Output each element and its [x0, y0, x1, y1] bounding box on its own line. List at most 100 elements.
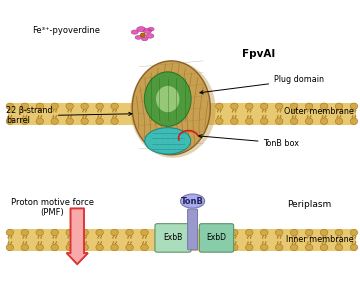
Ellipse shape [81, 244, 89, 251]
Ellipse shape [146, 34, 154, 38]
Ellipse shape [51, 118, 58, 124]
Ellipse shape [305, 244, 313, 251]
Ellipse shape [291, 118, 298, 124]
Ellipse shape [216, 118, 223, 124]
Ellipse shape [350, 118, 358, 124]
Ellipse shape [36, 229, 44, 236]
Ellipse shape [180, 194, 204, 208]
Ellipse shape [275, 103, 283, 109]
Ellipse shape [36, 103, 44, 109]
Ellipse shape [143, 29, 152, 33]
Ellipse shape [130, 61, 216, 158]
Ellipse shape [126, 229, 133, 236]
Ellipse shape [21, 103, 28, 109]
Ellipse shape [66, 103, 73, 109]
Ellipse shape [21, 229, 28, 236]
Ellipse shape [350, 103, 358, 109]
Ellipse shape [36, 118, 44, 124]
Ellipse shape [6, 244, 14, 251]
Ellipse shape [335, 244, 343, 251]
Ellipse shape [137, 27, 145, 32]
Ellipse shape [126, 244, 133, 251]
Ellipse shape [96, 118, 103, 124]
Bar [8, 103, 356, 125]
Ellipse shape [66, 244, 73, 251]
Ellipse shape [275, 244, 283, 251]
Ellipse shape [81, 118, 89, 124]
Text: ExbD: ExbD [207, 233, 226, 242]
Ellipse shape [51, 103, 58, 109]
Ellipse shape [261, 229, 268, 236]
Ellipse shape [51, 244, 58, 251]
Ellipse shape [111, 229, 118, 236]
Ellipse shape [261, 103, 268, 109]
Ellipse shape [350, 229, 358, 236]
Ellipse shape [156, 86, 179, 112]
Ellipse shape [320, 103, 328, 109]
Bar [8, 229, 356, 251]
Ellipse shape [36, 244, 44, 251]
Ellipse shape [320, 244, 328, 251]
Ellipse shape [141, 244, 148, 251]
Ellipse shape [81, 229, 89, 236]
Ellipse shape [66, 118, 73, 124]
Ellipse shape [291, 244, 298, 251]
Ellipse shape [261, 244, 268, 251]
Text: Periplasm: Periplasm [287, 200, 331, 209]
Ellipse shape [230, 103, 238, 109]
Ellipse shape [246, 229, 253, 236]
Ellipse shape [246, 244, 253, 251]
Text: Outer membrane: Outer membrane [284, 107, 354, 116]
Ellipse shape [305, 103, 313, 109]
Ellipse shape [291, 103, 298, 109]
Ellipse shape [135, 35, 141, 39]
Text: TonB: TonB [181, 196, 204, 206]
Ellipse shape [21, 118, 28, 124]
Ellipse shape [66, 229, 73, 236]
Ellipse shape [230, 244, 238, 251]
Ellipse shape [305, 118, 313, 124]
Text: FpvAI: FpvAI [242, 49, 275, 58]
Ellipse shape [320, 118, 328, 124]
Ellipse shape [96, 103, 103, 109]
Ellipse shape [6, 118, 14, 124]
Ellipse shape [96, 244, 103, 251]
Ellipse shape [335, 229, 343, 236]
Ellipse shape [246, 118, 253, 124]
FancyArrow shape [67, 209, 88, 264]
Ellipse shape [111, 118, 118, 124]
Text: 22 β-strand
barrel: 22 β-strand barrel [6, 106, 132, 125]
Text: Proton motive force
(PMF): Proton motive force (PMF) [11, 198, 94, 217]
Ellipse shape [148, 27, 154, 31]
FancyBboxPatch shape [155, 224, 191, 252]
Ellipse shape [305, 229, 313, 236]
Ellipse shape [291, 229, 298, 236]
Ellipse shape [275, 229, 283, 236]
FancyBboxPatch shape [188, 209, 198, 250]
Ellipse shape [216, 103, 223, 109]
Text: Fe³⁺-pyoverdine: Fe³⁺-pyoverdine [32, 26, 100, 35]
Ellipse shape [246, 103, 253, 109]
Ellipse shape [131, 30, 138, 34]
Ellipse shape [230, 118, 238, 124]
Ellipse shape [275, 118, 283, 124]
Text: Inner membrane: Inner membrane [286, 235, 354, 244]
Ellipse shape [261, 118, 268, 124]
Ellipse shape [21, 244, 28, 251]
Ellipse shape [51, 229, 58, 236]
Ellipse shape [320, 229, 328, 236]
Circle shape [140, 33, 145, 37]
Ellipse shape [335, 103, 343, 109]
Ellipse shape [111, 103, 118, 109]
Ellipse shape [81, 103, 89, 109]
Ellipse shape [6, 103, 14, 109]
Ellipse shape [230, 229, 238, 236]
Text: ExbB: ExbB [163, 233, 183, 242]
Ellipse shape [141, 229, 148, 236]
Ellipse shape [350, 244, 358, 251]
Text: Plug domain: Plug domain [200, 76, 324, 94]
Ellipse shape [141, 37, 148, 41]
Ellipse shape [6, 229, 14, 236]
Ellipse shape [145, 128, 191, 154]
Ellipse shape [132, 61, 210, 155]
